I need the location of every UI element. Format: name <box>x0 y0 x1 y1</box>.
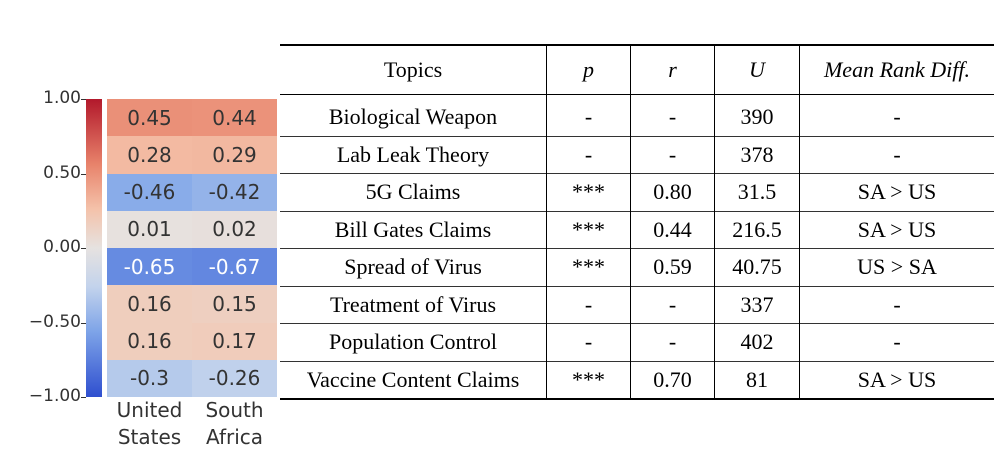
cell-u: 40.75 <box>714 248 800 286</box>
cell-u: 81 <box>714 361 800 399</box>
heatmap-cell: 0.02 <box>192 210 277 248</box>
colorbar-tick-mark <box>81 322 86 324</box>
cell-r: 0.44 <box>630 211 715 249</box>
colorbar-tick-mark <box>81 99 86 100</box>
cell-u: 402 <box>714 323 800 361</box>
cell-topic: Spread of Virus <box>344 254 482 280</box>
colorbar-tick-label: 1.00 <box>43 88 81 108</box>
cell-u: 378 <box>714 136 800 174</box>
table-row: Vaccine Content Claims *** 0.70 81 SA > US <box>280 361 994 399</box>
heatmap-column-label-line: States <box>117 425 182 449</box>
table-body: Biological Weapon - -390- Lab Leak Theory - -… <box>280 94 994 399</box>
table-row: Population Control - -402- <box>280 323 994 361</box>
header-u: U <box>714 45 800 95</box>
cell-r: 0.80 <box>630 173 715 211</box>
cell-r: - <box>630 323 715 361</box>
colorbar-tick-mark <box>81 248 86 249</box>
cell-mean-rank-diff: - <box>799 136 994 174</box>
cell-r: - <box>630 136 715 174</box>
colorbar-tick-label: 0.50 <box>43 162 81 183</box>
heatmap-column-label: South Africa <box>192 397 277 451</box>
table-row: Treatment of Virus - -337- <box>280 286 994 324</box>
cell-p: *** <box>546 211 631 249</box>
heatmap-cell: -0.26 <box>192 359 277 397</box>
heatmap: 0.45 0.44 0.28 0.29 -0.46 -0.42 0.01 0.02 -0.65-… <box>107 99 277 397</box>
cell-u: 31.5 <box>714 173 800 211</box>
heatmap-cell: -0.65 <box>107 248 192 286</box>
cell-mean-rank-diff: US > SA <box>799 248 994 286</box>
heatmap-cell: 0.16 <box>107 322 192 360</box>
cell-mean-rank-diff: - <box>799 323 994 361</box>
cell-p: - <box>546 94 631 136</box>
heatmap-column-label: United States <box>107 397 192 451</box>
stats-table: Topics p r U Mean Rank Diff. Biological … <box>280 44 994 400</box>
table-row: Spread of Virus *** 0.59 40.75 US > SA <box>280 248 994 286</box>
heatmap-cell: 0.44 <box>192 99 277 137</box>
header-topics: Topics <box>280 45 547 95</box>
cell-mean-rank-diff: - <box>799 286 994 324</box>
cell-topic: Biological Weapon <box>328 104 498 130</box>
header-mean-rank-diff: Mean Rank Diff. <box>799 45 994 95</box>
heatmap-cell: 0.28 <box>107 136 192 174</box>
heatmap-cell: 0.16 <box>107 285 192 323</box>
cell-topic: Treatment of Virus <box>329 291 497 317</box>
stats-table-container: Topics p r U Mean Rank Diff. Biological … <box>280 44 994 400</box>
cell-mean-rank-diff: SA > US <box>799 211 994 249</box>
colorbar <box>86 99 102 397</box>
cell-topic: 5G Claims <box>365 179 461 205</box>
colorbar-tick-mark <box>81 173 86 175</box>
cell-topic: Lab Leak Theory <box>336 141 490 167</box>
cell-p: - <box>546 136 631 174</box>
table-row: Lab Leak Theory - -378- <box>280 136 994 174</box>
header-r: r <box>630 45 715 95</box>
cell-mean-rank-diff: - <box>799 94 994 136</box>
colorbar-tick-mark <box>81 397 86 398</box>
table-row: 5G Claims *** 0.80 31.5 SA > US <box>280 173 994 211</box>
cell-topic: Population Control <box>328 329 498 355</box>
colorbar-tick-label: −1.00 <box>28 386 81 406</box>
cell-topic: Bill Gates Claims <box>334 216 492 242</box>
heatmap-cell: 0.45 <box>107 99 192 137</box>
table-row: Bill Gates Claims *** 0.44 216.5 SA > US <box>280 211 994 249</box>
colorbar-tick-label: −0.50 <box>28 311 81 332</box>
cell-u: 216.5 <box>714 211 800 249</box>
cell-r: - <box>630 286 715 324</box>
heatmap-cell: -0.3 <box>107 359 192 397</box>
cell-r: - <box>630 94 715 136</box>
heatmap-cell: 0.15 <box>192 285 277 323</box>
heatmap-column-label-line: South <box>205 398 264 422</box>
cell-p: *** <box>546 173 631 211</box>
cell-p: *** <box>546 248 631 286</box>
heatmap-cell: 0.17 <box>192 322 277 360</box>
heatmap-cell: -0.67 <box>192 248 277 286</box>
colorbar-tick-label: 0.00 <box>43 237 81 257</box>
heatmap-cell: -0.42 <box>192 173 277 211</box>
heatmap-column-label-line: Africa <box>205 425 264 449</box>
table-row: Biological Weapon - -390- <box>280 94 994 136</box>
cell-p: - <box>546 323 631 361</box>
cell-u: 337 <box>714 286 800 324</box>
cell-r: 0.70 <box>630 361 715 399</box>
heatmap-cell: -0.46 <box>107 173 192 211</box>
cell-r: 0.59 <box>630 248 715 286</box>
cell-u: 390 <box>714 94 800 136</box>
cell-mean-rank-diff: SA > US <box>799 173 994 211</box>
heatmap-column-label-line: United <box>116 398 183 422</box>
heatmap-cell: 0.29 <box>192 136 277 174</box>
table-header-row: Topics p r U Mean Rank Diff. <box>280 45 994 95</box>
heatmap-cell: 0.01 <box>107 210 192 248</box>
header-p: p <box>546 45 631 95</box>
cell-p: *** <box>546 361 631 399</box>
cell-topic: Vaccine Content Claims <box>306 366 520 392</box>
cell-mean-rank-diff: SA > US <box>799 361 994 399</box>
cell-p: - <box>546 286 631 324</box>
